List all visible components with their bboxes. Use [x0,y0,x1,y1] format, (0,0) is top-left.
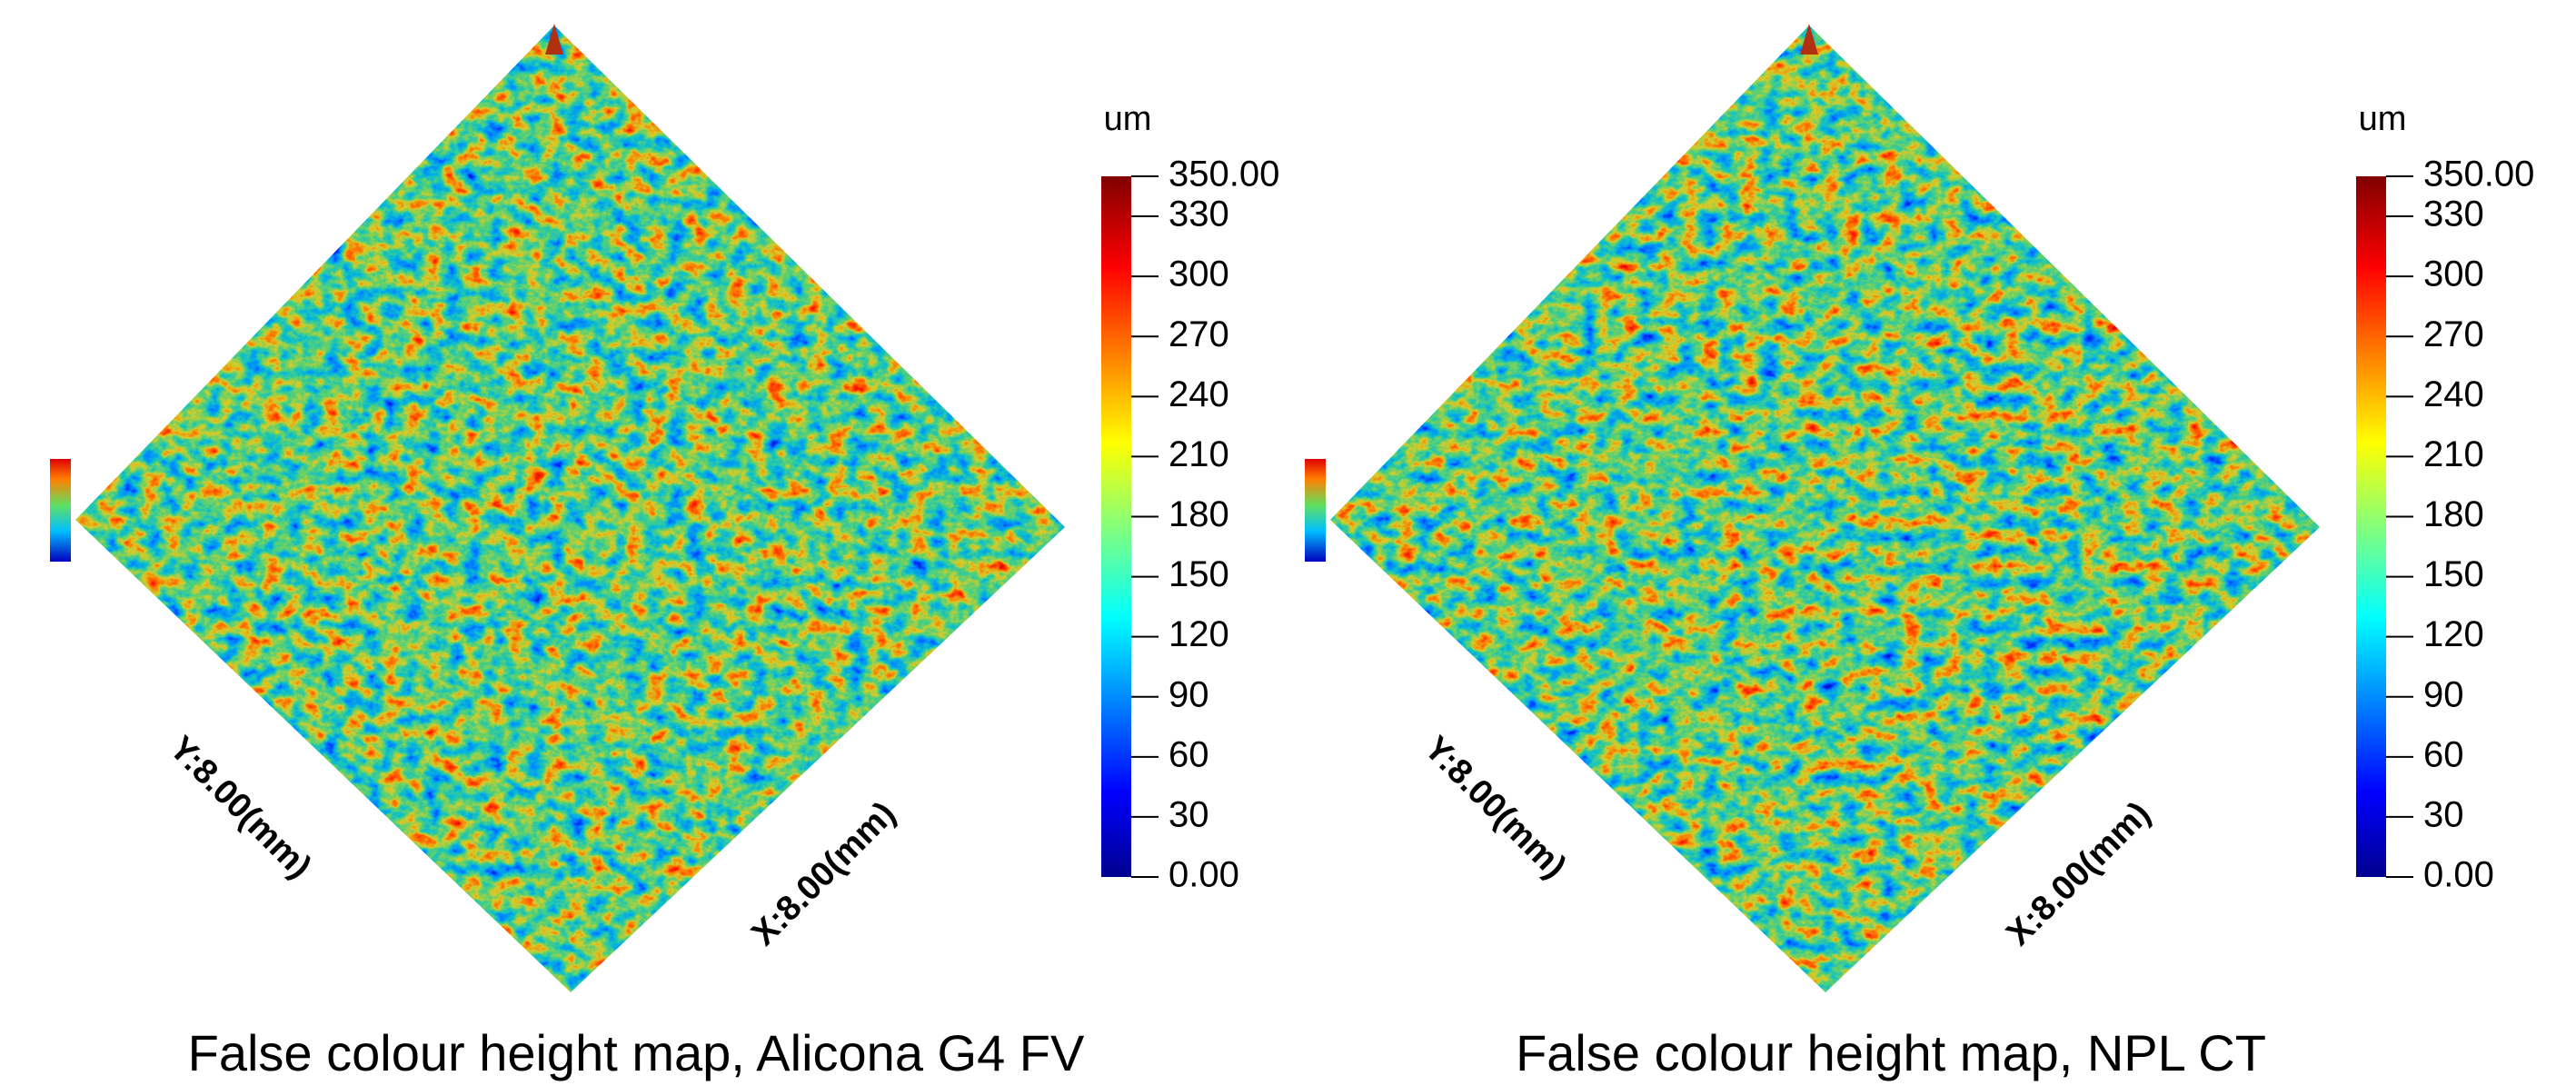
colorbar-tick-label: 60 [1169,734,1209,774]
y-axis-label: Y:8.00(mm) [162,729,319,886]
colorbar-tick-label: 300 [2423,254,2484,294]
surface-peak [1800,24,1818,55]
surface-peak [545,24,563,55]
colorbar-tick-label: 90 [2423,674,2464,714]
y-axis-label: Y:8.00(mm) [1417,729,1574,886]
x-axis-label: X:8.00(mm) [1999,794,2158,953]
colorbar-tick-label: 350.00 [1169,154,1279,194]
colorbar-tick-label: 60 [2423,734,2464,774]
colorbar-tick-label: 330 [1169,194,1229,234]
colorbar [1101,176,1131,877]
colorbar-tick-label: 330 [2423,194,2484,234]
colorbar-tick-label: 0.00 [1169,855,1239,895]
colorbar-unit: um [2359,100,2407,138]
colorbar-tick-label: 240 [1169,374,1229,414]
colorbar-tick-label: 270 [2423,314,2484,354]
caption: False colour height map, NPL CT [1516,1024,2266,1081]
mini-colorbar [1305,459,1326,562]
surface [1330,25,2320,992]
x-axis-label: X:8.00(mm) [744,794,903,953]
colorbar-tick-label: 30 [1169,794,1209,834]
colorbar-tick-label: 240 [2423,374,2484,414]
colorbar-tick-label: 300 [1169,254,1229,294]
colorbar-tick-label: 150 [2423,554,2484,594]
colorbar-unit: um [1104,100,1152,138]
colorbar-tick-label: 180 [1169,494,1229,534]
colorbar-tick-label: 180 [2423,494,2484,534]
surface [75,25,1065,992]
colorbar-tick-label: 90 [1169,674,1209,714]
colorbar-tick-label: 270 [1169,314,1229,354]
mini-colorbar [50,459,71,562]
colorbar-tick-label: 0.00 [2423,855,2494,895]
colorbar-tick-label: 30 [2423,794,2464,834]
colorbar-tick-label: 350.00 [2423,154,2534,194]
colorbar-tick-label: 210 [1169,434,1229,474]
colorbar [2356,176,2386,877]
colorbar-tick-label: 210 [2423,434,2484,474]
colorbar-tick-label: 120 [1169,614,1229,654]
caption: False colour height map, Alicona G4 FV [188,1024,1085,1081]
colorbar-tick-label: 120 [2423,614,2484,654]
colorbar-tick-label: 150 [1169,554,1229,594]
